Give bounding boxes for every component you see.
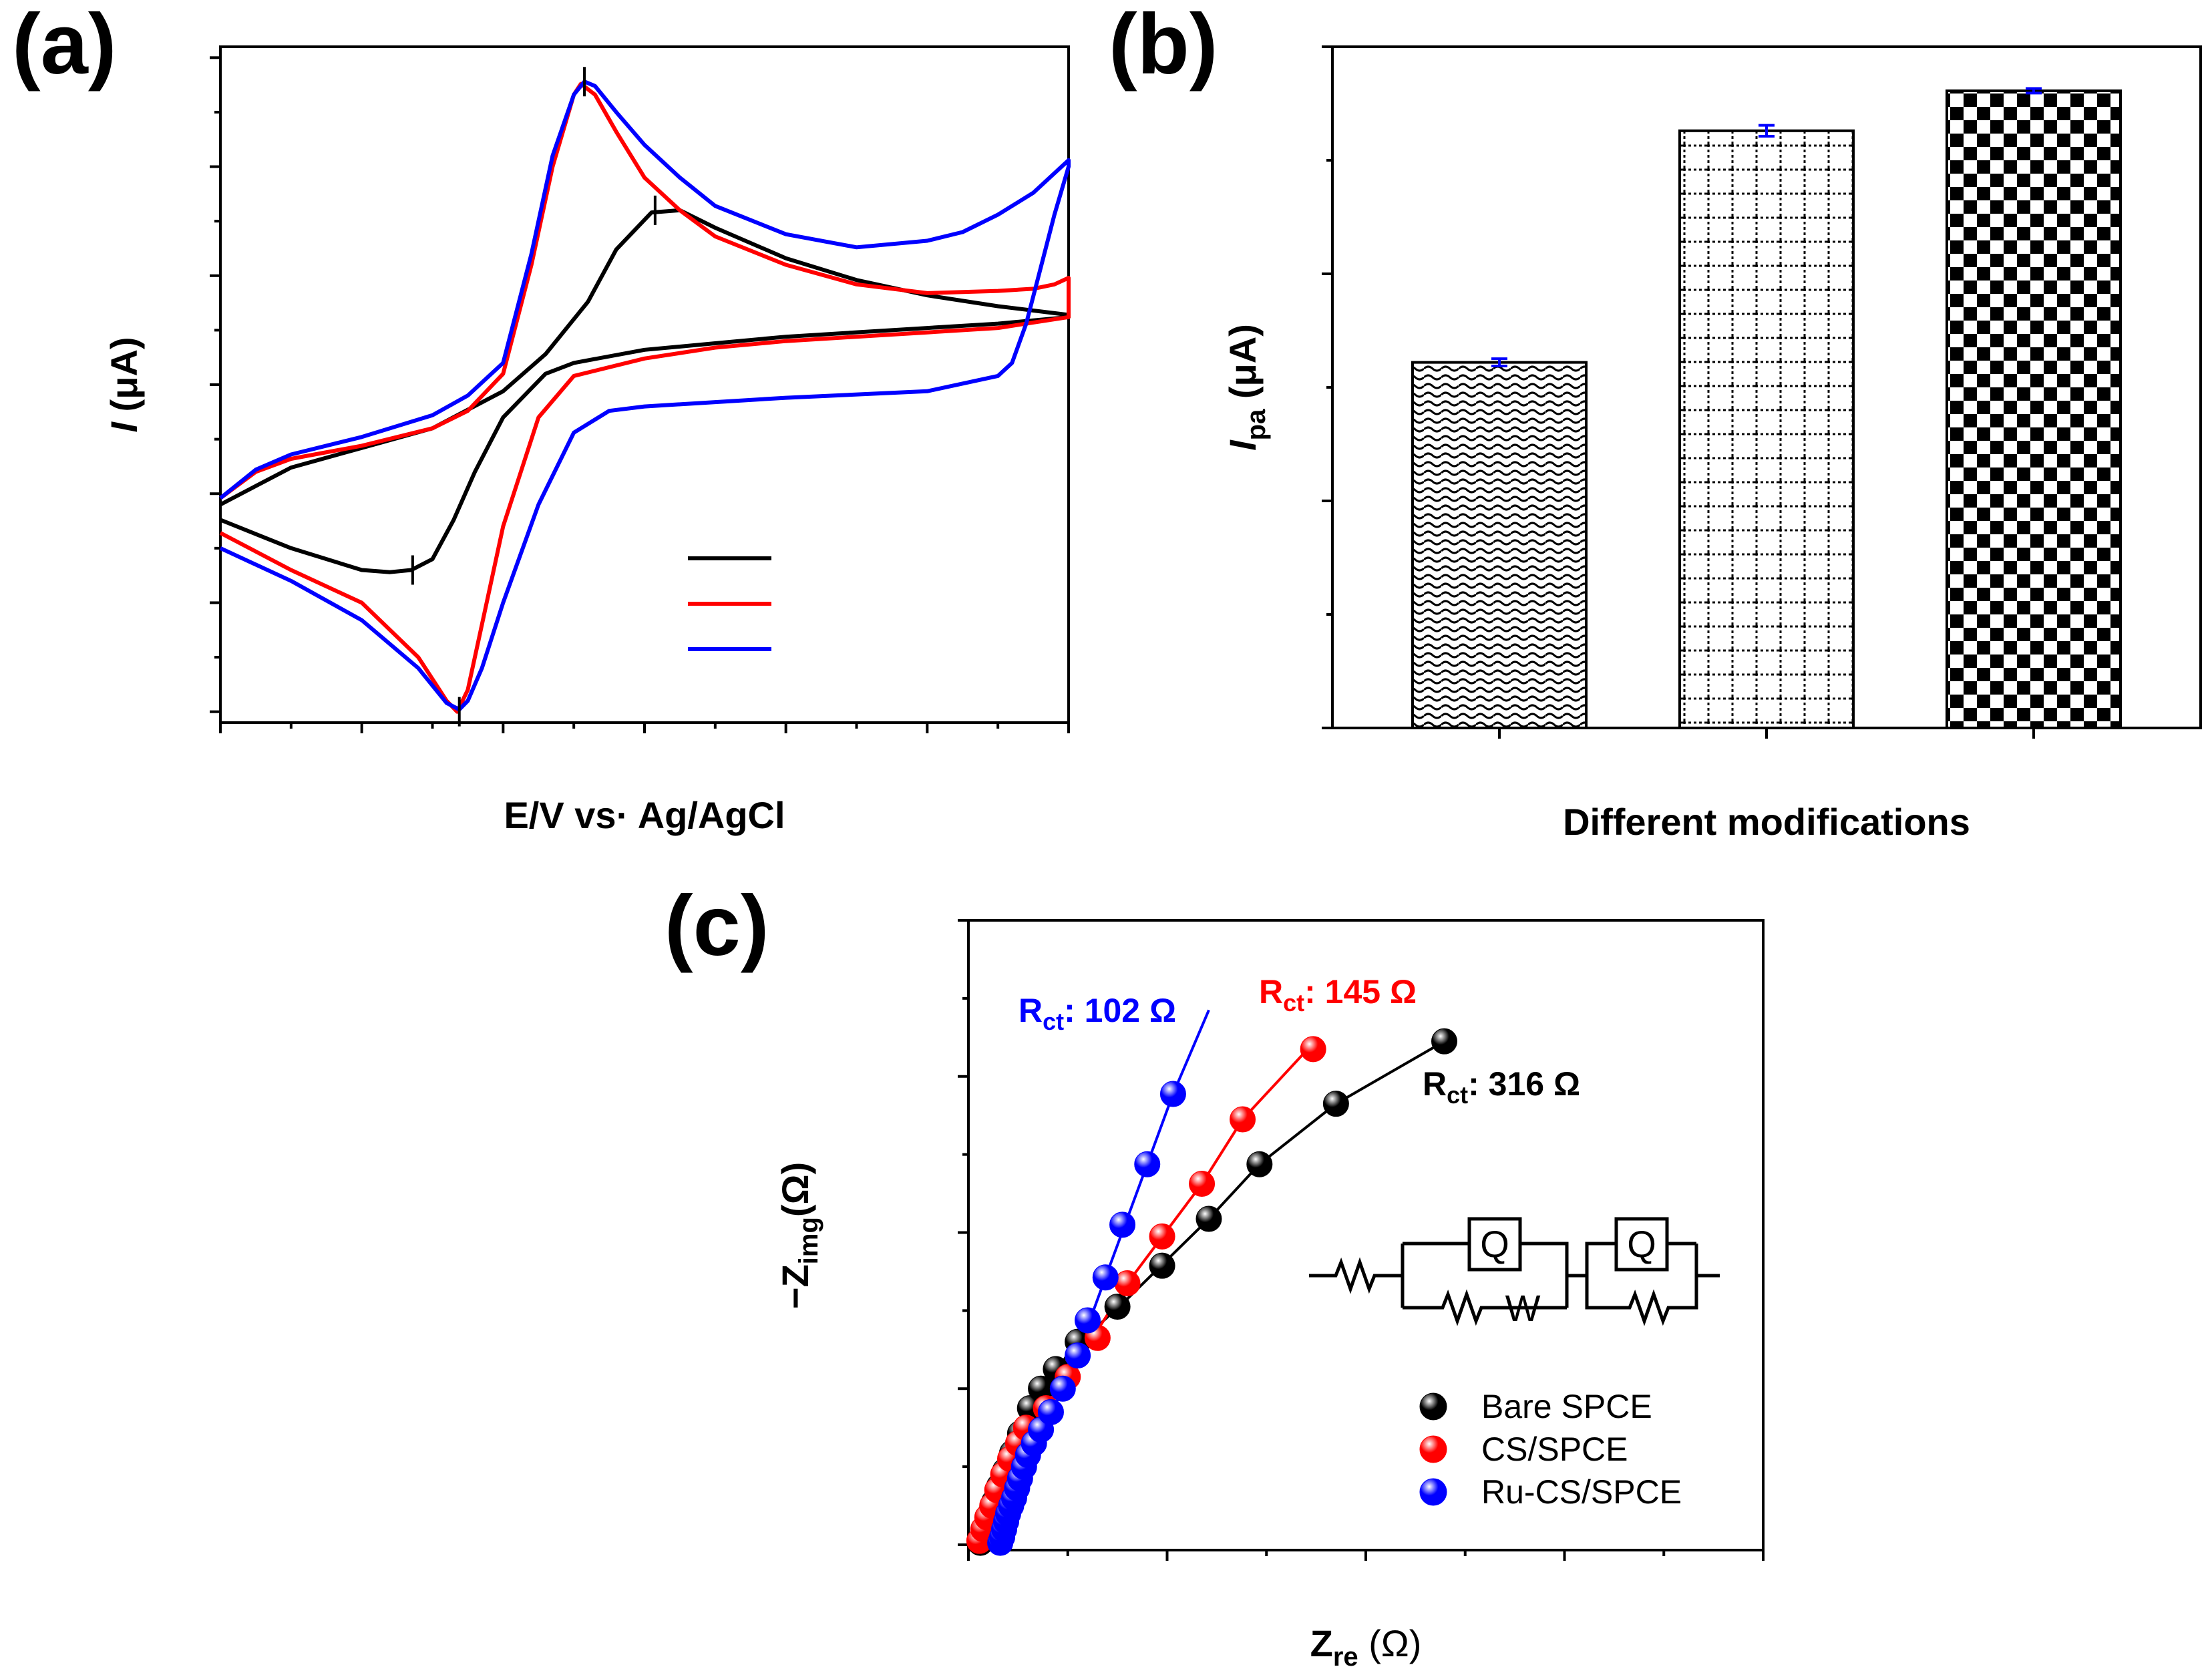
legend-marker <box>1419 1392 1447 1421</box>
panel-c-y-axis-symbol: −Z <box>774 1264 816 1309</box>
bar-0 <box>1411 361 1588 729</box>
equivalent-circuit <box>1309 1217 1720 1326</box>
panel-c-ticks <box>958 919 1765 1561</box>
panel-a-label: (a) <box>12 0 116 92</box>
bar-1 <box>1678 129 1855 730</box>
series-resistor-icon <box>1309 1257 1403 1294</box>
rct-sub: ct <box>1447 1081 1468 1109</box>
panel-a-series <box>219 79 1071 714</box>
circuit-wire <box>1520 1242 1569 1308</box>
data-point <box>1300 1036 1326 1063</box>
circuit-wire <box>1567 1242 1616 1278</box>
data-point <box>1195 1205 1222 1232</box>
data-point <box>1065 1342 1091 1369</box>
legend-marker <box>1419 1435 1447 1463</box>
bar-2 <box>1946 89 2122 729</box>
panel-c-label: (c) <box>665 878 769 974</box>
panel-a-annotations <box>411 67 657 727</box>
rct-label: Rct: 316 Ω <box>1423 1065 1580 1109</box>
data-point <box>1431 1028 1458 1055</box>
data-point <box>1114 1270 1141 1296</box>
data-point <box>1075 1307 1101 1334</box>
cv-curve-bare <box>219 208 1071 574</box>
cv-curve-cns <box>219 81 1071 714</box>
panel-a-plot-frame <box>219 45 1070 724</box>
panel-b-label: (b) <box>1109 0 1218 92</box>
panel-c-legend: Bare SPCE CS/SPCE Ru-CS/SPCE <box>1419 1388 1682 1511</box>
data-point <box>1092 1264 1119 1291</box>
rct-value: : 145 Ω <box>1304 973 1417 1010</box>
data-point <box>1230 1106 1256 1133</box>
warburg-label: W <box>1505 1287 1541 1329</box>
resistor-icon <box>1585 1244 1698 1326</box>
data-point <box>1134 1151 1161 1177</box>
panel-b-y-axis-symbol: I <box>1222 439 1264 451</box>
panel-c-y-axis-sub: img <box>794 1217 823 1264</box>
rct-value: : 316 Ω <box>1468 1065 1580 1103</box>
rct-symbol: R <box>1019 992 1043 1029</box>
rct-sub: ct <box>1283 989 1304 1016</box>
panel-a-ticks <box>210 56 1070 733</box>
panel-c-series <box>966 1009 1458 1556</box>
panel-c-x-axis-unit: (Ω) <box>1358 1622 1422 1664</box>
panel-b-y-axis-sub: pa <box>1242 409 1271 440</box>
rct-label: Rct: 145 Ω <box>1259 973 1417 1016</box>
legend-marker <box>1419 1478 1447 1506</box>
data-point <box>1109 1211 1136 1238</box>
panel-a-y-axis-symbol: I <box>103 421 145 433</box>
panel-b-bars <box>1411 87 2122 739</box>
panel-a-y-axis-unit: (μA) <box>103 337 145 422</box>
panel-c-y-axis-label: −Zimg(Ω) <box>774 1162 823 1309</box>
rct-symbol: R <box>1259 973 1283 1010</box>
legend-label: Ru-CS/SPCE <box>1481 1473 1682 1511</box>
legend-label: Bare SPCE <box>1481 1388 1652 1425</box>
resistor-icon <box>1403 1289 1567 1326</box>
panel-c-x-axis-symbol: Z <box>1310 1622 1333 1664</box>
data-point <box>1149 1252 1175 1279</box>
cpe-q1-label: Q <box>1480 1223 1509 1265</box>
panel-b-bar-chart: (b) Different modifications Ipa (μA) <box>1109 0 2202 843</box>
panel-c-y-axis-unit: (Ω) <box>774 1162 816 1217</box>
data-point <box>1104 1294 1131 1320</box>
data-point <box>1189 1170 1216 1197</box>
legend-label: CS/SPCE <box>1481 1431 1628 1468</box>
panel-c-x-axis-label: Zre (Ω) <box>1310 1622 1422 1672</box>
panel-b-ticks <box>1322 45 1332 729</box>
rct-value: : 102 Ω <box>1064 992 1176 1029</box>
data-point <box>1159 1081 1186 1107</box>
panel-a-x-axis-label: E/V vs· Ag/AgCl <box>504 794 785 836</box>
panel-c-x-axis-sub: re <box>1333 1642 1358 1672</box>
data-point <box>1037 1398 1064 1425</box>
panel-b-y-axis-label: Ipa (μA) <box>1222 324 1271 451</box>
panel-a-legend <box>688 556 771 651</box>
data-point <box>1246 1151 1273 1177</box>
cv-curve-ru-cns <box>219 79 1071 712</box>
data-point <box>1322 1091 1349 1117</box>
fit-line-0 <box>978 1040 1445 1545</box>
panel-b-y-axis-unit: (μA) <box>1222 324 1264 409</box>
cpe-q2-label: Q <box>1627 1223 1656 1265</box>
data-point <box>1049 1375 1076 1402</box>
data-point <box>1149 1223 1175 1250</box>
rct-symbol: R <box>1423 1065 1447 1103</box>
panel-a-y-axis-label: I (μA) <box>103 337 145 432</box>
rct-label: Rct: 102 Ω <box>1019 992 1176 1035</box>
panel-b-x-axis-label: Different modifications <box>1563 801 1970 843</box>
rct-sub: ct <box>1043 1008 1064 1035</box>
panel-a-cv-chart: (a) E/V vs· Ag/AgCl I (μA) <box>12 0 1071 836</box>
